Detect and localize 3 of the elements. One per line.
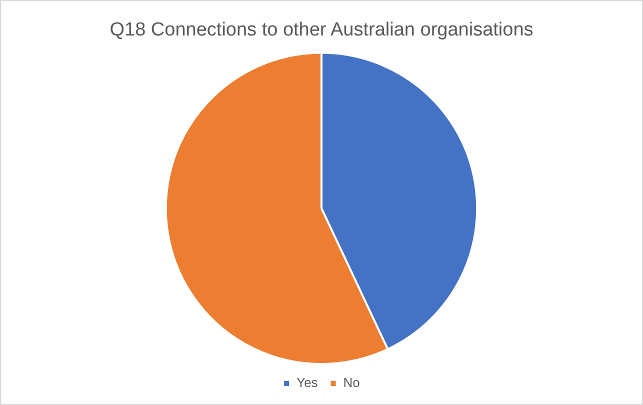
chart-title: Q18 Connections to other Australian organisations <box>110 20 534 41</box>
legend-label: No <box>343 375 360 390</box>
legend-label: Yes <box>296 375 318 390</box>
